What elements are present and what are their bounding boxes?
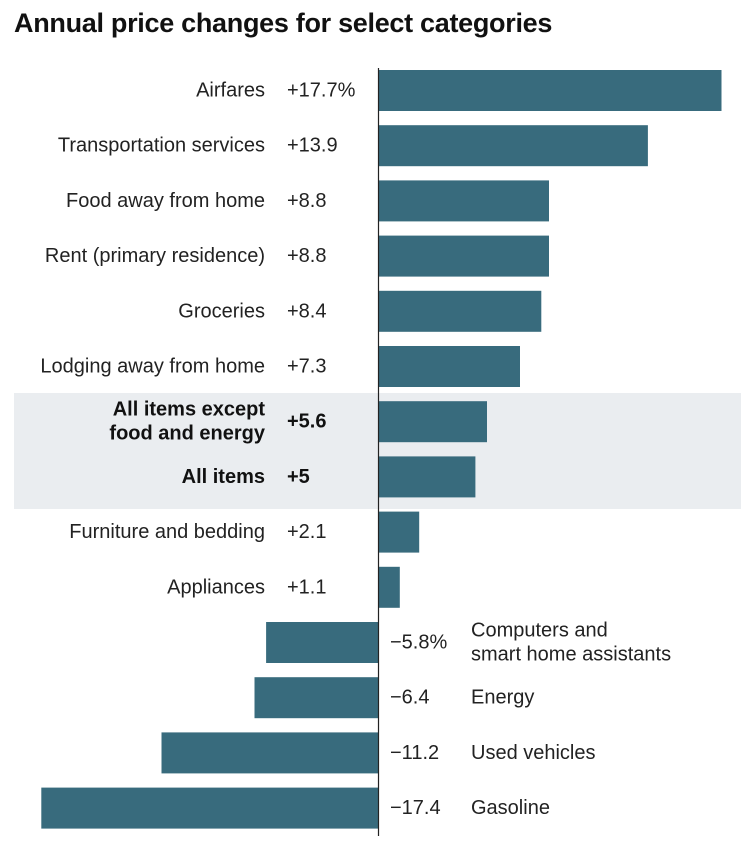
category-label: Rent (primary residence) xyxy=(45,245,265,267)
value-label: +8.8 xyxy=(287,190,326,212)
category-label: Appliances xyxy=(167,576,265,598)
bar xyxy=(41,787,379,829)
bar xyxy=(378,566,400,608)
category-label: Gasoline xyxy=(471,797,550,819)
category-label: Airfares xyxy=(196,80,265,102)
category-label: All items xyxy=(182,466,265,488)
category-label: Transportation services xyxy=(58,135,265,157)
chart-title: Annual price changes for select categori… xyxy=(14,8,553,38)
category-label: Food away from home xyxy=(66,190,265,212)
value-label: +5 xyxy=(287,466,310,488)
category-label: Energy xyxy=(471,687,534,709)
category-label: Furniture and bedding xyxy=(69,521,265,543)
bar xyxy=(266,622,379,663)
category-label: Groceries xyxy=(178,300,265,322)
value-label: −5.8% xyxy=(390,632,447,654)
value-label: +8.8 xyxy=(287,245,326,267)
bars-layer xyxy=(41,70,722,829)
category-label: Lodging away from home xyxy=(40,356,265,378)
value-label: +17.7% xyxy=(287,80,356,102)
category-label: Computers and smart home assistants xyxy=(471,620,671,666)
bar xyxy=(378,346,520,387)
category-label: All items except food and energy xyxy=(109,399,265,445)
value-label: −11.2 xyxy=(390,742,439,764)
bar xyxy=(161,732,379,774)
bar xyxy=(378,401,487,443)
value-label: +1.1 xyxy=(287,576,326,598)
bar xyxy=(378,180,549,222)
value-label: +5.6 xyxy=(287,411,326,433)
value-label: +2.1 xyxy=(287,521,326,543)
category-label: Used vehicles xyxy=(471,742,596,764)
bar xyxy=(378,70,722,111)
labels-layer: +17.7% Airfares +13.9 Transportation servic… xyxy=(40,80,671,820)
value-label: +13.9 xyxy=(287,135,338,157)
bar xyxy=(378,125,648,167)
value-label: +8.4 xyxy=(287,300,326,322)
bar xyxy=(378,511,420,553)
value-label: +7.3 xyxy=(287,356,326,378)
highlight-band xyxy=(14,393,741,509)
bar xyxy=(254,677,379,719)
value-label: −6.4 xyxy=(390,687,429,709)
value-label: −17.4 xyxy=(390,797,441,819)
bar xyxy=(378,235,549,277)
bar xyxy=(378,290,542,332)
bar xyxy=(378,456,476,498)
